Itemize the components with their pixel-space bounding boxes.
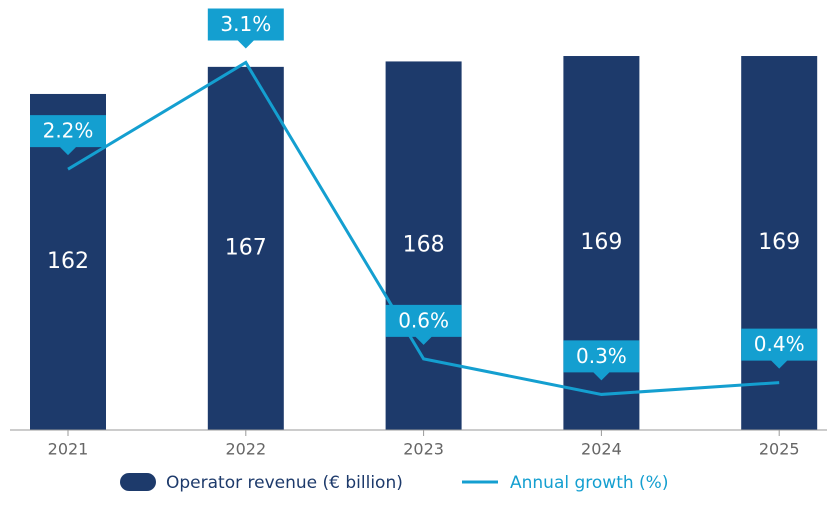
callout: [741, 328, 818, 369]
bar-label: 169: [758, 230, 800, 255]
bar-label: 169: [580, 230, 622, 255]
bar: [385, 61, 462, 430]
x-tick-label: 2022: [225, 440, 266, 459]
callout: [385, 304, 462, 345]
line-label: 0.4%: [754, 332, 805, 356]
legend-label: Annual growth (%): [510, 473, 668, 493]
x-tick-label: 2023: [403, 440, 444, 459]
legend-label: Operator revenue (€ billion): [166, 473, 403, 493]
bar-label: 162: [47, 249, 89, 274]
bar: [207, 66, 284, 431]
bar-label: 167: [225, 235, 267, 260]
legend-swatch: [120, 473, 156, 491]
x-tick-label: 2021: [48, 440, 89, 459]
line-label: 3.1%: [220, 12, 271, 36]
line-label: 0.3%: [576, 344, 627, 368]
callout: [30, 115, 106, 156]
x-tick-label: 2024: [581, 440, 622, 459]
line-label: 0.6%: [398, 308, 449, 332]
callout: [563, 340, 640, 381]
line: [67, 60, 780, 396]
bar-label: 168: [403, 233, 445, 258]
x-tick-label: 2025: [759, 440, 800, 459]
callout: [207, 8, 284, 49]
line-label: 2.2%: [43, 119, 94, 143]
